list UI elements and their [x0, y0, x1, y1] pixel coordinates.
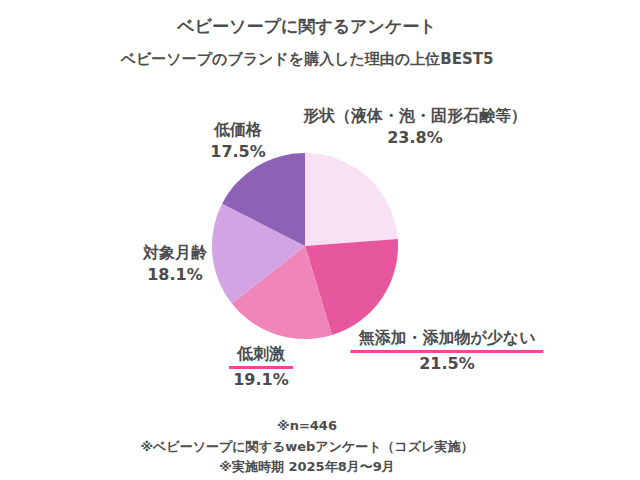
pie-label-low-price-pct: 17.5%: [210, 142, 266, 162]
pie-label-additive-free: 無添加・添加物が少ない 21.5%: [350, 328, 543, 374]
pie-label-target-age-pct: 18.1%: [143, 265, 207, 285]
pie-label-low-irritation-text: 低刺激: [229, 345, 293, 369]
footer-sample-size: ※n=446: [0, 416, 614, 437]
footer-survey-period: ※実施時期 2025年8月〜9月: [0, 457, 614, 478]
footer-survey-source: ※ベビーソープに関するwebアンケート（コズレ実施）: [0, 437, 614, 458]
pie-chart: [210, 151, 400, 341]
pie-label-shape: 形状（液体・泡・固形石鹸等） 23.8%: [303, 106, 527, 148]
chart-subtitle: ベビーソープのブランドを購入した理由の上位BEST5: [0, 50, 614, 69]
pie-label-additive-free-pct: 21.5%: [350, 354, 543, 374]
survey-infographic: ベビーソープに関するアンケート ベビーソープのブランドを購入した理由の上位BES…: [0, 0, 640, 480]
pie-label-shape-text: 形状（液体・泡・固形石鹸等）: [303, 106, 527, 126]
pie-label-additive-free-text: 無添加・添加物が少ない: [350, 329, 543, 353]
pie-slice-0: [305, 153, 398, 246]
chart-footer: ※n=446 ※ベビーソープに関するwebアンケート（コズレ実施） ※実施時期 …: [0, 416, 614, 478]
pie-label-shape-pct: 23.8%: [303, 128, 527, 148]
pie-label-low-price-text: 低価格: [210, 120, 266, 140]
pie-label-low-irritation: 低刺激 19.1%: [229, 344, 293, 390]
pie-label-target-age-text: 対象月齢: [143, 243, 207, 263]
pie-label-low-price: 低価格 17.5%: [210, 120, 266, 162]
chart-title: ベビーソープに関するアンケート: [0, 15, 614, 38]
pie-label-low-irritation-pct: 19.1%: [229, 370, 293, 390]
pie-label-target-age: 対象月齢 18.1%: [143, 243, 207, 285]
